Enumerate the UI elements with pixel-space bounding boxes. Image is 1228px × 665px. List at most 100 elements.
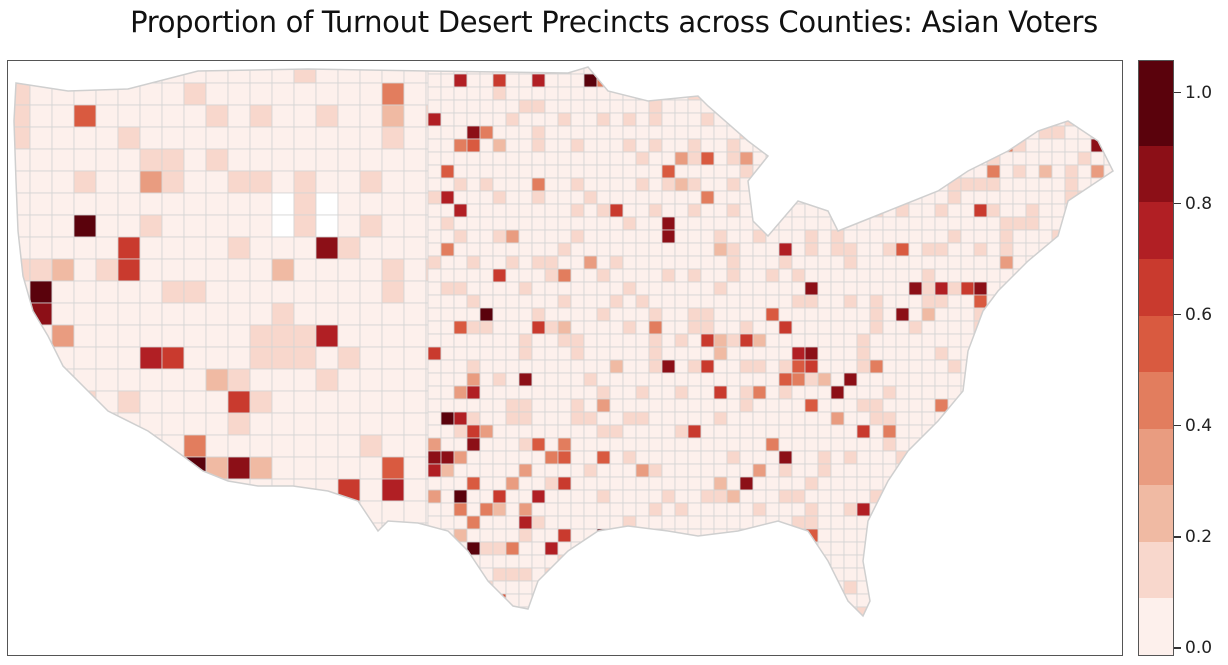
county-cell [479,203,494,218]
county-cell [117,434,141,458]
county-cell [700,164,715,179]
county-cell [713,255,728,270]
county-cell [648,281,663,296]
county-cell [648,515,663,530]
county-cell [973,593,988,608]
county-cell [1064,567,1079,582]
county-cell [791,294,806,309]
county-cell [947,125,962,140]
county-cell [531,112,546,127]
county-cell [973,281,988,296]
county-cell [570,476,585,491]
county-cell [843,567,858,582]
county-cell [622,580,637,595]
county-cell [713,242,728,257]
county-cell [570,164,585,179]
county-cell [635,164,650,179]
county-cell [249,280,273,304]
county-cell [700,502,715,517]
county-cell [752,281,767,296]
county-cell [1025,476,1040,491]
county-cell [544,580,559,595]
county-cell [531,73,546,88]
county-cell [1012,554,1027,569]
county-cell [1025,67,1040,75]
county-cell [674,515,689,530]
county-cell [765,541,780,556]
county-cell [1077,489,1092,504]
county-cell [804,190,819,205]
county-cell [466,229,481,244]
county-cell [817,229,832,244]
county-cell [882,437,897,452]
county-cell [895,73,910,88]
county-cell [999,138,1014,153]
county-cell [648,411,663,426]
county-cell [1103,177,1113,192]
county-cell [1103,450,1113,465]
county-cell [271,368,295,392]
county-cell [1012,541,1027,556]
county-cell [739,489,754,504]
county-cell [441,620,454,633]
county-cell [570,567,585,582]
county-cell [518,320,533,335]
county-cell [765,437,780,452]
county-cell [505,307,520,322]
county-cell [609,385,624,400]
county-cell [73,214,97,238]
county-cell [519,620,532,633]
county-cell [895,99,910,114]
county-cell [531,307,546,322]
county-cell [596,489,611,504]
county-cell [427,385,442,400]
county-cell [227,258,251,282]
county-cell [1103,203,1113,218]
county-cell [700,411,715,426]
county-cell [882,580,897,595]
county-cell [183,412,207,436]
county-cell [427,281,442,296]
county-cell [557,606,572,616]
county-cell [161,104,185,128]
county-cell [544,86,559,101]
county-cell [315,170,339,194]
county-cell [882,216,897,231]
county-cell [1064,151,1079,166]
county-cell [1038,203,1053,218]
county-cell [479,372,494,387]
county-cell [987,633,1000,646]
county-cell [661,476,676,491]
county-cell [532,646,545,656]
county-cell [518,398,533,413]
county-cell [227,412,251,436]
county-cell [844,620,857,633]
county-cell [791,281,806,296]
county-cell [531,437,546,452]
county-cell [973,86,988,101]
county-cell [1103,411,1113,426]
county-cell [1025,424,1040,439]
county-cell [73,280,97,304]
county-cell [609,229,624,244]
county-cell [479,515,494,530]
county-cell [843,489,858,504]
county-cell [843,424,858,439]
county-cell [636,620,649,633]
county-cell [1117,633,1123,646]
county-cell [14,104,31,128]
county-cell [869,112,884,127]
county-cell [139,346,163,370]
county-cell [1064,320,1079,335]
county-cell [315,148,339,172]
county-cell [986,554,1001,569]
county-cell [752,450,767,465]
county-cell [726,489,741,504]
county-cell [713,554,728,569]
county-cell [947,606,962,616]
county-cell [856,489,871,504]
county-cell [609,554,624,569]
county-cell [999,359,1014,374]
county-cell [791,541,806,556]
county-cell [293,192,317,216]
